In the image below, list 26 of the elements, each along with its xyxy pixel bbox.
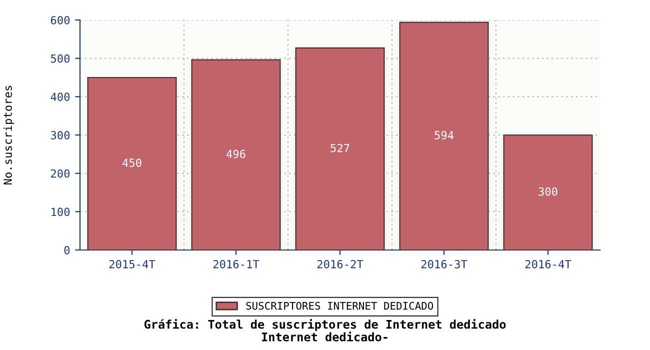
bar [191,59,281,250]
data-label: 450 [122,158,142,168]
x-tick-label: 2016-2T [317,260,364,268]
y-tick-label: 300 [50,131,70,140]
bar [503,134,593,250]
x-tick-label: 2016-4T [525,260,572,268]
data-label: 496 [226,150,246,158]
text: Gráfica: Total de suscriptores de Internet dedicado [144,318,506,332]
x-tick-label: 2016-3T [421,260,468,268]
bar [399,22,489,250]
y-tick-label: 100 [52,208,70,216]
y-tick-label: 500 [50,54,70,63]
x-tick-label: 2016-1T [213,260,260,268]
y-axis-title: No.suscriptores [3,86,14,184]
data-label: 594 [434,131,454,140]
legend-label: SUSCRIPTORES INTERNET DEDICADO [246,302,434,310]
bar [87,76,177,250]
data-label: 527 [330,144,350,152]
y-tick-label: 200 [51,169,70,178]
y-tick-label: 400 [50,92,70,102]
x-tick-label: 2015-4T [109,260,156,268]
text: Internet dedicado- [262,332,388,342]
y-tick-label: 0 [64,246,70,254]
y-tick-label: 600 [50,16,70,24]
data-label: 300 [538,187,558,196]
bar [295,47,385,250]
